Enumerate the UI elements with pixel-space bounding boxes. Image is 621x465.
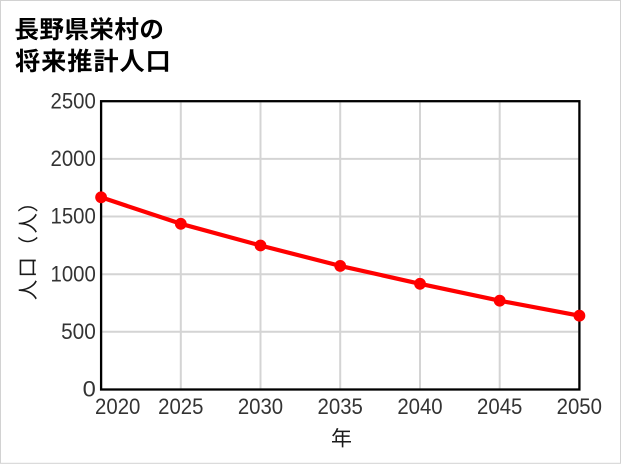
svg-text:2050: 2050 [557, 394, 602, 419]
svg-text:2045: 2045 [477, 394, 522, 419]
svg-text:2040: 2040 [397, 394, 442, 419]
svg-text:2500: 2500 [51, 88, 96, 113]
svg-text:2020: 2020 [95, 394, 140, 419]
svg-text:0: 0 [83, 377, 96, 402]
svg-text:2035: 2035 [318, 394, 363, 419]
svg-text:2000: 2000 [51, 146, 96, 171]
svg-text:500: 500 [61, 319, 96, 344]
svg-text:2025: 2025 [158, 394, 203, 419]
svg-text:2030: 2030 [238, 394, 283, 419]
svg-text:1500: 1500 [51, 204, 96, 229]
svg-text:1000: 1000 [51, 261, 96, 286]
